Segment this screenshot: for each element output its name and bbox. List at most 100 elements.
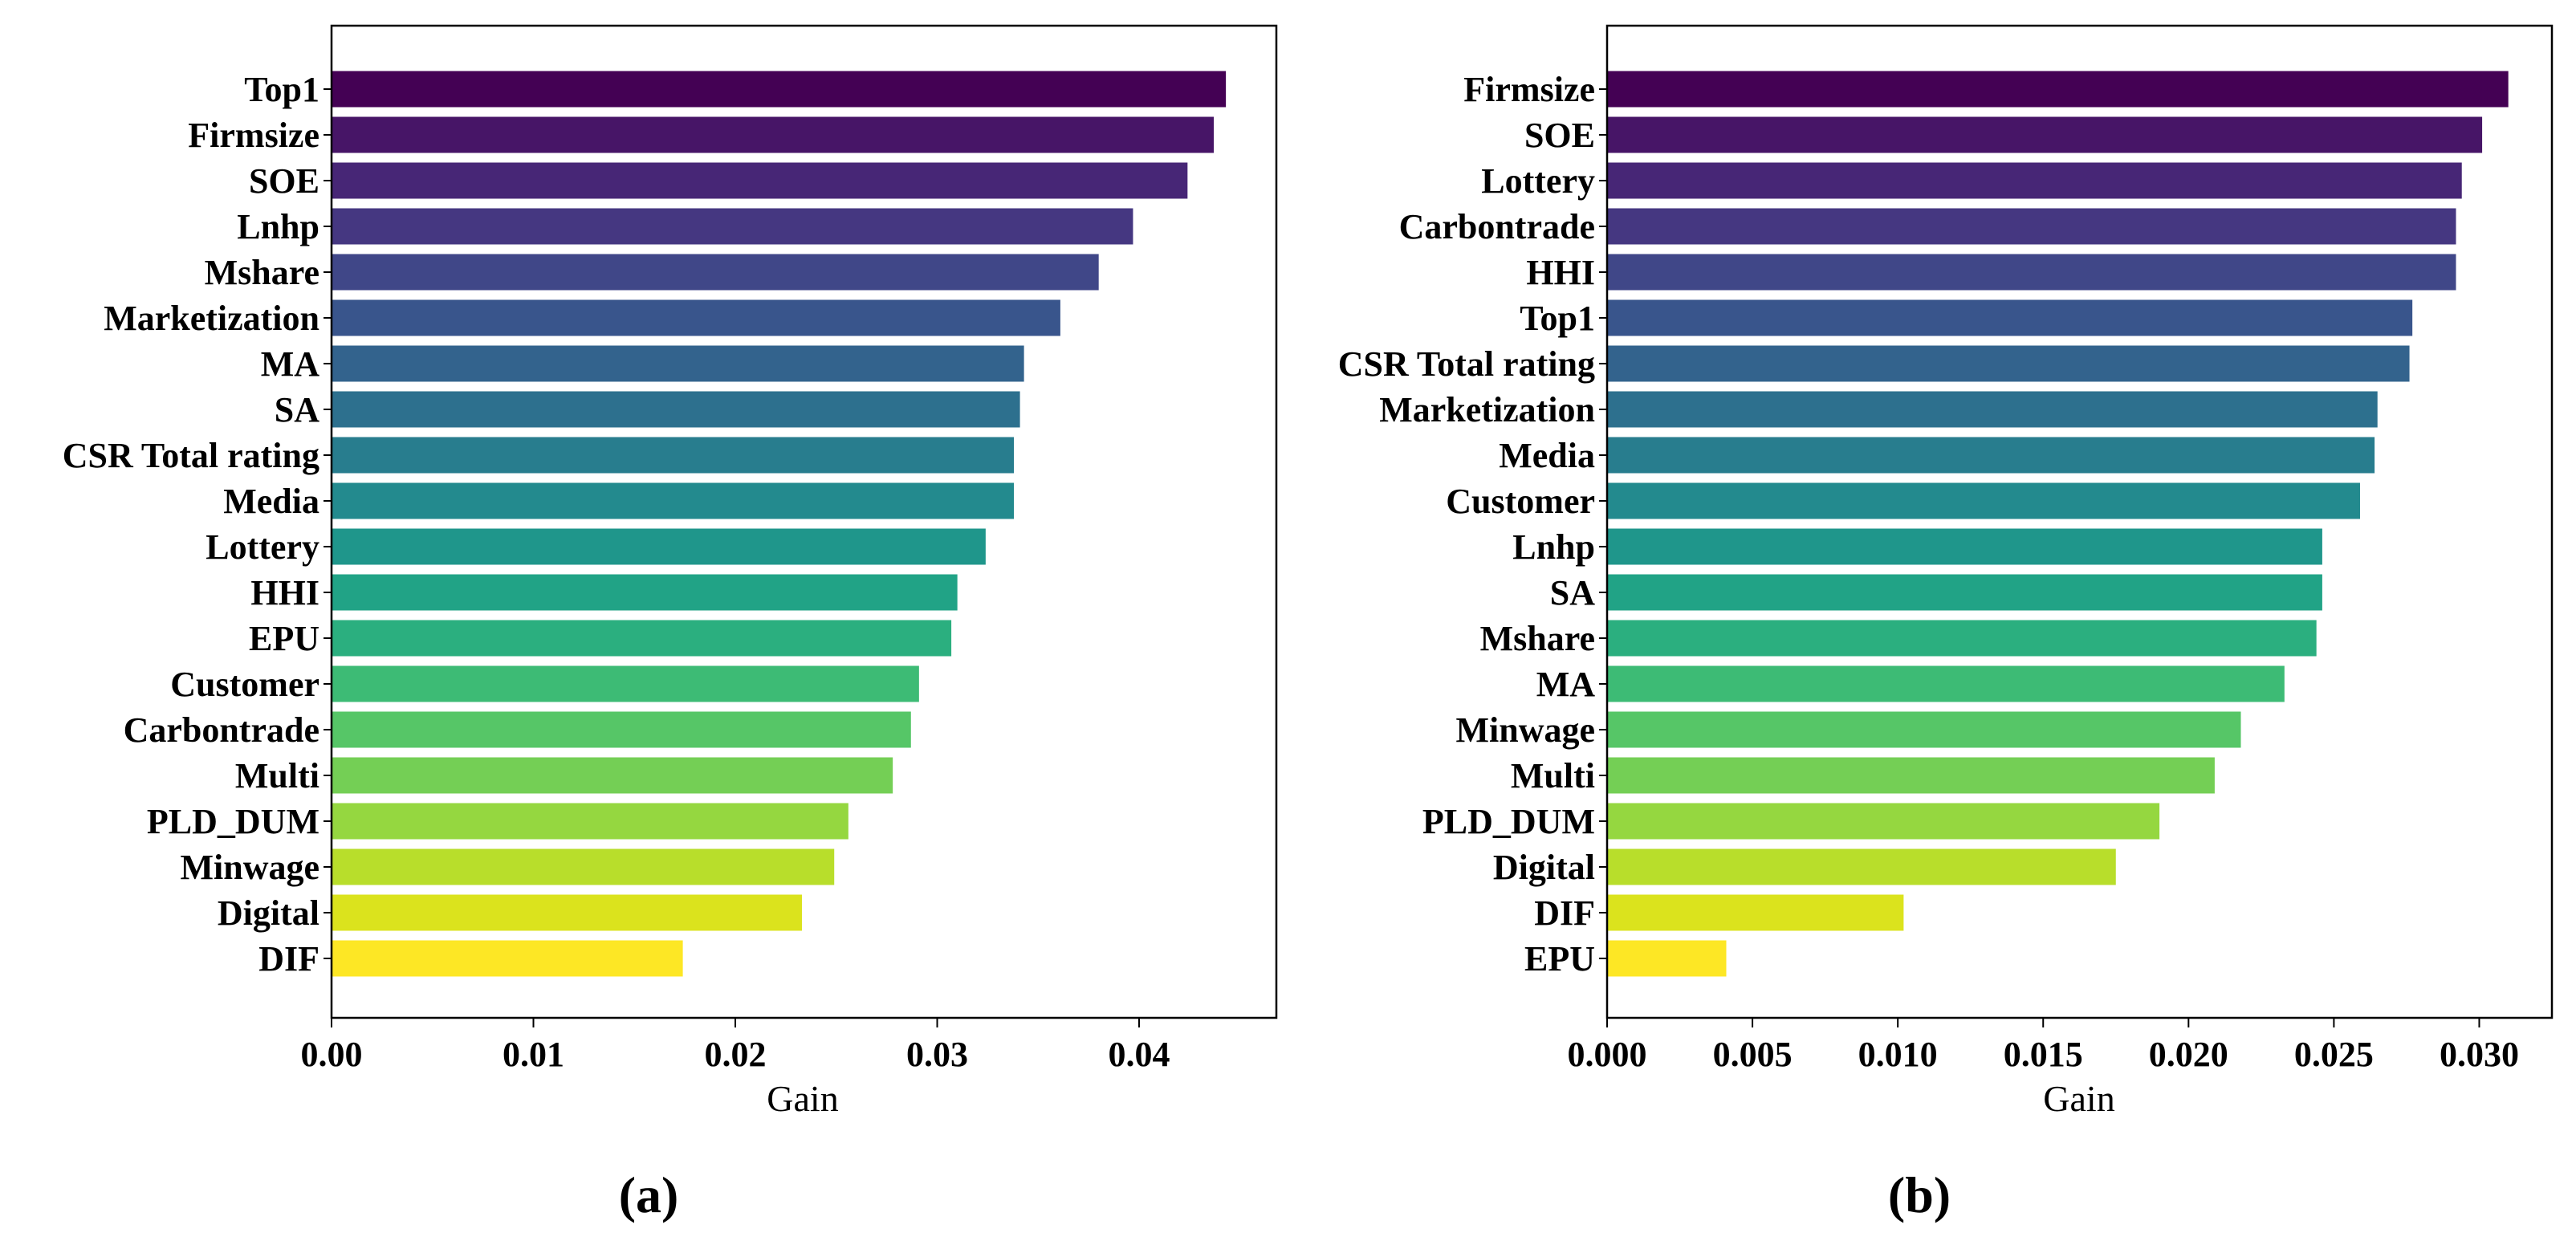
panel-a: Top1 Firmsize SOE Lnhp Mshare Marketization MA…	[63, 24, 1278, 1223]
xtick-label: 0.030	[2440, 1035, 2519, 1074]
xtick-label: 0.02	[704, 1035, 766, 1074]
bar-marketization	[1607, 391, 2378, 428]
ytick-label: Digital	[1493, 848, 1595, 887]
axes-frame	[330, 24, 1278, 1019]
bar-pld-dum	[332, 803, 848, 840]
ytick-label: DIF	[258, 939, 319, 979]
xtick-label: 0.03	[906, 1035, 968, 1074]
ytick-label: Carbontrade	[124, 710, 319, 750]
xtick-label: 0.01	[503, 1035, 564, 1074]
ytick-label: Lnhp	[1512, 527, 1595, 567]
bar-csr-total-rating	[332, 437, 1015, 474]
axes-frame	[1605, 24, 2554, 1019]
ytick-label: PLD_DUM	[1422, 802, 1595, 841]
ytick-label: Lottery	[206, 527, 319, 567]
ytick-label: SOE	[1524, 116, 1595, 155]
bar-customer	[1607, 482, 2360, 519]
bar-pld-dum	[1607, 803, 2160, 840]
ytick-label: SOE	[249, 161, 319, 201]
ytick-label: HHI	[1526, 253, 1595, 292]
bar-top1	[332, 71, 1227, 108]
ytick-label: HHI	[250, 573, 319, 612]
ytick-label: MA	[1536, 665, 1596, 704]
ytick-label: Top1	[1520, 299, 1595, 338]
ytick-label: Media	[223, 482, 319, 521]
bar-lnhp	[332, 208, 1133, 245]
bar-digital	[1607, 848, 2116, 885]
ytick-label: Multi	[235, 756, 319, 795]
ytick-label: CSR Total rating	[63, 436, 319, 475]
xtick-label: 0.015	[2004, 1035, 2083, 1074]
panel-label: (a)	[619, 1166, 679, 1223]
bar-media	[332, 482, 1015, 519]
bar-customer	[332, 665, 919, 702]
bar-firmsize	[1607, 71, 2509, 108]
ytick-label: Mshare	[1480, 619, 1595, 658]
bar-mshare	[332, 254, 1099, 291]
ytick-label: SA	[275, 390, 319, 429]
bar-lottery	[332, 528, 986, 565]
ytick-label: Firmsize	[1463, 70, 1595, 109]
ytick-label: Firmsize	[188, 116, 319, 155]
bar-multi	[332, 757, 893, 794]
bar-lottery	[1607, 162, 2462, 199]
ytick-label: Multi	[1511, 756, 1595, 795]
bar-ma	[332, 345, 1024, 382]
xtick-label: 0.00	[301, 1035, 363, 1074]
ytick-label: Marketization	[104, 299, 319, 338]
ytick-label: Minwage	[1455, 710, 1595, 750]
bar-carbontrade	[1607, 208, 2456, 245]
ytick-label: Minwage	[180, 848, 319, 887]
ytick-label: PLD_DUM	[147, 802, 319, 841]
bar-firmsize	[332, 116, 1215, 153]
ytick-label: EPU	[1524, 939, 1595, 979]
bar-hhi	[332, 574, 958, 611]
xtick-label: 0.000	[1568, 1035, 1647, 1074]
ytick-label: Digital	[218, 893, 319, 933]
bar-dif	[1607, 894, 1904, 931]
ytick-label: Mshare	[205, 253, 319, 292]
ytick-label: Lnhp	[237, 207, 319, 246]
bar-dif	[332, 940, 683, 977]
xtick-label: 0.010	[1858, 1035, 1938, 1074]
ytick-label: DIF	[1534, 893, 1595, 933]
bar-ma	[1607, 665, 2285, 702]
xtick-label: 0.04	[1108, 1035, 1170, 1074]
bar-sa	[332, 391, 1020, 428]
ytick-label: CSR Total rating	[1338, 344, 1595, 384]
ytick-label: Marketization	[1379, 390, 1595, 429]
xtick-label: 0.025	[2294, 1035, 2374, 1074]
ytick-label: EPU	[249, 619, 319, 658]
ytick-label: Media	[1499, 436, 1595, 475]
bar-minwage	[1607, 711, 2241, 748]
bar-csr-total-rating	[1607, 345, 2410, 382]
bar-marketization	[332, 299, 1060, 336]
ytick-label: SA	[1550, 573, 1595, 612]
bar-mshare	[1607, 620, 2317, 657]
panel-label: (b)	[1888, 1166, 1951, 1223]
bar-media	[1607, 437, 2375, 474]
bar-minwage	[332, 848, 835, 885]
bar-carbontrade	[332, 711, 911, 748]
bar-epu	[1607, 940, 1727, 977]
x-axis-label: Gain	[2043, 1078, 2114, 1119]
ytick-label: Lottery	[1481, 161, 1595, 201]
bar-top1	[1607, 299, 2413, 336]
panel-b: Firmsize SOE Lottery Carbontrade HHI Top1 CSR …	[1338, 24, 2554, 1223]
bar-multi	[1607, 757, 2215, 794]
ytick-label: MA	[261, 344, 320, 384]
x-axis-label: Gain	[767, 1078, 838, 1119]
bar-digital	[332, 894, 802, 931]
xtick-label: 0.020	[2149, 1035, 2228, 1074]
bar-sa	[1607, 574, 2322, 611]
xtick-label: 0.005	[1713, 1035, 1793, 1074]
ytick-label: Customer	[170, 665, 319, 704]
bar-lnhp	[1607, 528, 2322, 565]
bar-soe	[1607, 116, 2483, 153]
ytick-label: Carbontrade	[1399, 207, 1595, 246]
ytick-label: Top1	[244, 70, 319, 109]
ytick-label: Customer	[1446, 482, 1595, 521]
bar-epu	[332, 620, 952, 657]
bar-soe	[332, 162, 1188, 199]
